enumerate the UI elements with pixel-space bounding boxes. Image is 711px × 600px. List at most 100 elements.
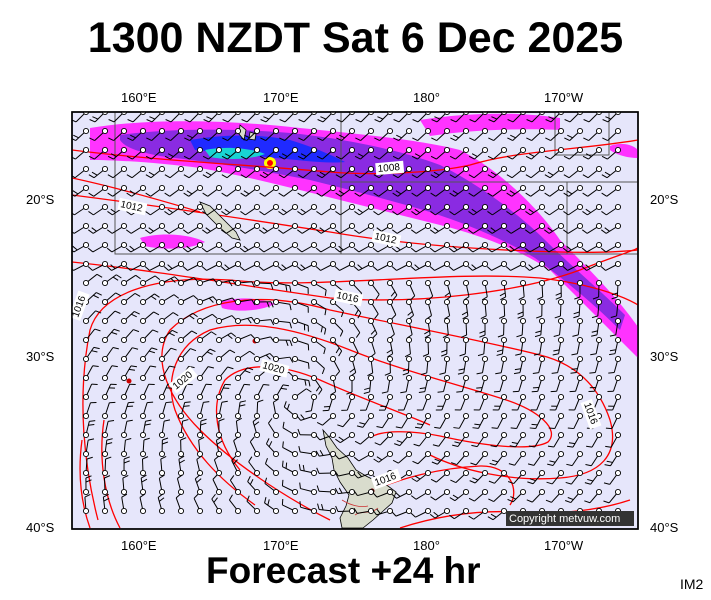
wind-barb-feather: [188, 365, 195, 369]
wind-station: [253, 393, 261, 401]
wind-barb-feather: [605, 445, 612, 448]
wind-barb-feather: [306, 388, 312, 393]
wind-barb-feather: [475, 390, 482, 393]
wind-station: [139, 336, 147, 344]
wind-station: [595, 241, 603, 249]
wind-barb-feather: [528, 208, 535, 214]
wind-station: [215, 241, 223, 249]
wind-barb-feather: [402, 372, 409, 376]
wind-station: [196, 469, 204, 477]
wind-barb-feather: [553, 334, 560, 337]
wind-station: [158, 184, 166, 192]
wind-station: [272, 241, 280, 249]
wind-station: [348, 279, 356, 287]
wind-barb-feather: [317, 119, 324, 123]
wind-station: [101, 336, 109, 344]
wind-station: [519, 469, 527, 477]
wind-barb-feather: [393, 119, 400, 123]
wind-barb-feather: [412, 137, 418, 141]
wind-barb-feather: [563, 229, 569, 234]
wind-station: [443, 393, 451, 401]
wind-station: [177, 203, 185, 211]
wind-station: [215, 431, 223, 439]
wind-barb-feather: [396, 134, 402, 139]
wind-barb-feather: [229, 475, 235, 481]
wind-barb-feather: [545, 499, 552, 503]
wind-station: [405, 222, 413, 230]
wind-barb-feather: [565, 481, 572, 485]
wind-station: [196, 488, 204, 496]
wind-barb-feather: [433, 171, 440, 176]
wind-station: [196, 165, 204, 173]
wind-station: [538, 279, 546, 287]
wind-barb-feather: [107, 174, 114, 179]
wind-station: [443, 165, 451, 173]
wind-station: [158, 412, 166, 420]
wind-barb-feather: [324, 328, 327, 335]
wind-station: [139, 393, 147, 401]
wind-barb-feather: [240, 174, 247, 179]
wind-barb-feather: [563, 211, 569, 216]
wind-barb-feather: [163, 266, 169, 271]
wind-barb-feather: [467, 247, 474, 253]
wind-station: [519, 488, 527, 496]
wind-barb-feather: [315, 450, 320, 457]
wind-barb-feather: [583, 137, 589, 141]
wind-station: [367, 260, 375, 268]
wind-barb-feather: [113, 328, 120, 332]
wind-station: [481, 488, 489, 496]
wind-barb-feather: [581, 266, 587, 271]
wind-barb-feather: [453, 134, 459, 139]
wind-barb-feather: [298, 445, 301, 453]
wind-barb-feather: [285, 462, 288, 469]
wind-barb-feather: [353, 473, 359, 479]
wind-station: [481, 241, 489, 249]
wind-barb-feather: [392, 192, 398, 197]
wind-station: [367, 469, 375, 477]
wind-station: [500, 317, 508, 325]
wind-barb-feather: [547, 445, 554, 448]
wind-barb-feather: [525, 174, 532, 179]
wind-barb-feather: [236, 417, 242, 422]
wind-station: [253, 222, 261, 230]
wind-station: [215, 260, 223, 268]
wind-barb-feather: [112, 276, 119, 281]
wind-barb-feather: [604, 171, 611, 176]
wind-barb-feather: [528, 264, 534, 270]
wind-station: [101, 507, 109, 515]
wind-station: [139, 412, 147, 420]
isobar-label: 1012: [371, 229, 402, 248]
wind-station: [291, 222, 299, 230]
wind-barb-feather: [144, 266, 150, 271]
wind-station: [348, 146, 356, 154]
wind-barb-feather: [372, 333, 378, 339]
wind-barb-feather: [281, 264, 287, 270]
wind-station: [614, 431, 622, 439]
wind-station: [595, 431, 603, 439]
wind-barb-feather: [457, 372, 464, 375]
wind-barb-feather: [110, 153, 117, 157]
wind-station: [158, 241, 166, 249]
wind-station: [139, 184, 147, 192]
wind-station: [272, 431, 280, 439]
wind-station: [557, 203, 565, 211]
wind-station: [272, 184, 280, 192]
wind-barb-feather: [282, 460, 284, 467]
wind-station: [196, 241, 204, 249]
wind-barb-feather: [355, 119, 362, 123]
wind-barb-feather: [452, 190, 459, 195]
wind-station: [614, 298, 622, 306]
wind-barb-feather: [392, 229, 398, 234]
wind-barb-feather: [507, 498, 514, 503]
wind-barb-feather: [172, 312, 179, 317]
wind-barb-feather: [496, 349, 503, 352]
wind-station: [557, 374, 565, 382]
wind-station: [310, 279, 318, 287]
wind-barb-feather: [449, 192, 455, 197]
wind-barb-feather: [321, 368, 325, 375]
wind-barb-feather: [285, 340, 289, 347]
wind-barb-feather: [335, 155, 342, 160]
wind-barb-feather: [239, 266, 245, 271]
wind-barb-feather: [282, 441, 284, 448]
wind-station: [462, 165, 470, 173]
